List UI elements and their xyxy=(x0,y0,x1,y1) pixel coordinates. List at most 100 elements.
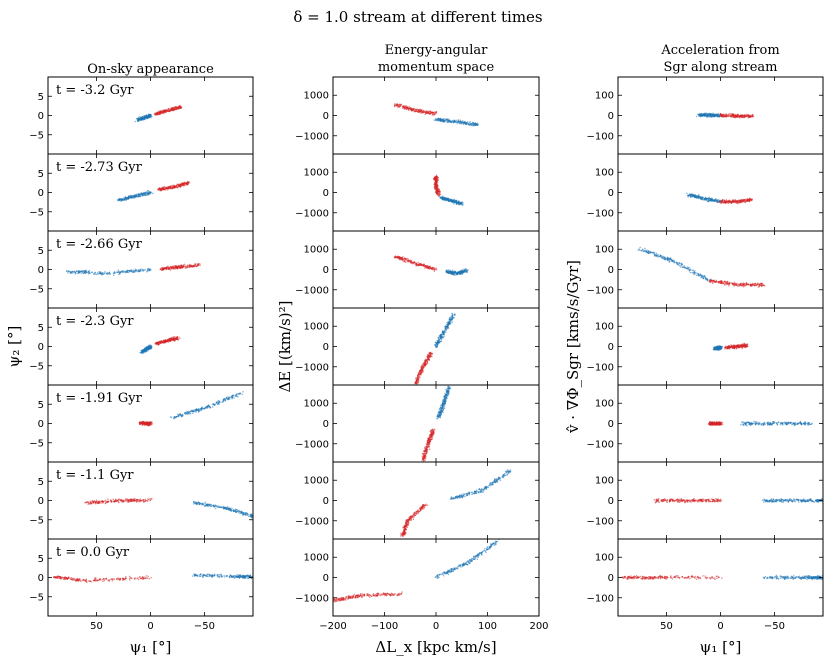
leading-point xyxy=(167,341,170,343)
trailing-point xyxy=(213,505,216,507)
trailing-point xyxy=(193,573,195,575)
leading-point xyxy=(144,576,146,578)
trailing-point xyxy=(199,575,202,578)
leading-point xyxy=(176,335,179,338)
trailing-point xyxy=(149,345,151,347)
leading-point xyxy=(176,107,178,109)
trailing-point xyxy=(144,351,146,353)
leading-point xyxy=(165,266,168,269)
leading-point xyxy=(162,267,164,269)
leading-point xyxy=(107,498,109,500)
trailing-point xyxy=(145,192,148,195)
trailing-point xyxy=(198,574,200,576)
trailing-point xyxy=(177,415,180,417)
trailing-point xyxy=(473,124,475,126)
leading-point xyxy=(89,502,92,505)
leading-point xyxy=(404,105,406,107)
y-tick-label: 1000 xyxy=(304,168,329,179)
leading-point xyxy=(116,500,119,502)
trailing-point xyxy=(113,271,116,274)
leading-point xyxy=(402,105,404,107)
leading-point xyxy=(142,422,144,424)
trailing-point xyxy=(224,398,227,401)
leading-point xyxy=(407,259,409,262)
trailing-point xyxy=(202,576,204,579)
leading-point xyxy=(188,264,191,267)
leading-point xyxy=(417,375,420,378)
leading-point xyxy=(159,268,162,270)
leading-point xyxy=(79,579,82,581)
trailing-point xyxy=(210,505,213,507)
trailing-point xyxy=(466,271,469,274)
leading-point xyxy=(95,577,97,579)
leading-point xyxy=(415,108,418,111)
trailing-point xyxy=(87,270,90,273)
trailing-point xyxy=(130,196,133,198)
leading-point xyxy=(173,109,175,112)
trailing-point xyxy=(448,198,450,200)
trailing-point xyxy=(440,335,443,338)
leading-point xyxy=(432,177,435,179)
trailing-point xyxy=(80,272,83,275)
leading-point xyxy=(180,264,182,267)
trailing-point xyxy=(462,202,464,204)
leading-point xyxy=(401,259,404,261)
trailing-point xyxy=(87,273,90,275)
trailing-point xyxy=(462,203,464,206)
trailing-point xyxy=(80,269,83,272)
leading-point xyxy=(435,185,438,187)
trailing-point xyxy=(199,407,202,410)
panel-on-sky-4: 50−5t = -2.3 Gyr xyxy=(29,307,254,386)
trailing-point xyxy=(143,117,146,119)
trailing-point xyxy=(77,272,80,274)
trailing-point xyxy=(442,330,444,332)
leading-point xyxy=(178,266,181,269)
leading-point xyxy=(150,424,152,426)
trailing-point xyxy=(451,318,454,321)
leading-point xyxy=(408,107,410,109)
leading-point xyxy=(173,108,175,110)
leading-point xyxy=(179,106,182,108)
trailing-point xyxy=(218,574,221,576)
trailing-point xyxy=(186,410,189,413)
leading-point xyxy=(145,420,148,423)
leading-point xyxy=(432,114,435,116)
leading-point xyxy=(75,580,77,582)
trailing-point xyxy=(433,119,435,121)
leading-point xyxy=(417,380,419,382)
trailing-point xyxy=(451,321,454,323)
trailing-point xyxy=(85,272,87,274)
leading-point xyxy=(89,500,92,502)
leading-point xyxy=(176,267,178,269)
trailing-point xyxy=(141,192,143,195)
trailing-point xyxy=(139,351,141,354)
leading-point xyxy=(180,107,182,110)
trailing-point xyxy=(204,574,207,577)
leading-point xyxy=(418,370,421,373)
trailing-point xyxy=(193,503,195,505)
leading-point xyxy=(85,580,88,583)
leading-point xyxy=(157,188,160,190)
leading-point xyxy=(420,371,423,373)
trailing-point xyxy=(476,123,478,125)
trailing-point xyxy=(209,574,211,576)
y-tick-label: −5 xyxy=(29,130,44,141)
leading-point xyxy=(402,255,404,258)
leading-point xyxy=(177,338,179,341)
leading-point xyxy=(104,502,107,505)
leading-point xyxy=(396,256,399,259)
leading-point xyxy=(102,580,104,582)
trailing-point xyxy=(70,271,72,273)
leading-point xyxy=(433,267,435,269)
trailing-point xyxy=(444,328,446,331)
leading-point xyxy=(151,423,154,425)
trailing-point xyxy=(94,271,96,274)
trailing-point xyxy=(463,268,465,270)
panel-on-sky-7: 50−550 0 −50t = 0.0 Gyr xyxy=(29,538,254,632)
leading-point xyxy=(398,258,400,260)
trailing-point xyxy=(141,194,144,197)
leading-point xyxy=(420,110,422,112)
leading-point xyxy=(85,579,87,581)
leading-point xyxy=(128,577,131,580)
leading-point xyxy=(98,502,101,504)
